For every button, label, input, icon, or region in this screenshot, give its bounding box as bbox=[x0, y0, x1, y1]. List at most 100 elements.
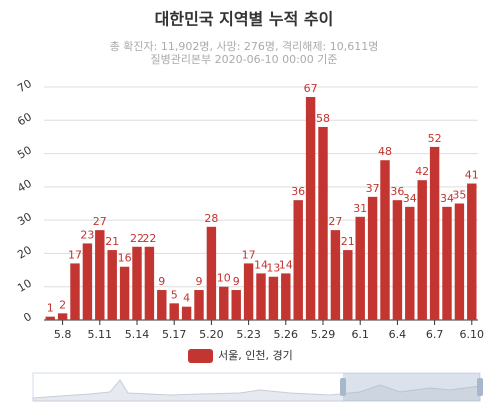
x-tick-label: 5.20 bbox=[199, 328, 224, 341]
x-tick-label: 5.8 bbox=[54, 328, 72, 341]
bar bbox=[318, 126, 328, 320]
x-tick-label: 5.26 bbox=[274, 328, 299, 341]
bar bbox=[330, 230, 341, 320]
bar bbox=[429, 146, 440, 320]
bar bbox=[107, 250, 117, 320]
bar bbox=[305, 96, 316, 320]
bar bbox=[95, 230, 105, 320]
bar bbox=[293, 200, 303, 320]
value-label: 9 bbox=[158, 275, 165, 288]
y-tick-label: 0 bbox=[21, 310, 34, 325]
value-label: 13 bbox=[266, 262, 280, 275]
zoom-handle[interactable] bbox=[340, 378, 346, 396]
value-label: 42 bbox=[415, 165, 429, 178]
bar bbox=[380, 160, 390, 320]
bar bbox=[231, 290, 241, 320]
bar bbox=[119, 266, 130, 320]
value-label: 31 bbox=[353, 202, 367, 215]
x-tick-label: 5.23 bbox=[236, 328, 261, 341]
y-tick-label: 40 bbox=[15, 177, 34, 195]
value-label: 34 bbox=[440, 192, 454, 205]
chart-subtitle: 총 확진자: 11,902명, 사망: 276명, 격리해제: 10,611명 bbox=[110, 39, 379, 53]
value-label: 17 bbox=[242, 248, 256, 261]
value-label: 27 bbox=[328, 215, 342, 228]
value-label: 14 bbox=[254, 258, 268, 271]
y-tick-label: 50 bbox=[15, 144, 34, 162]
x-tick-label: 5.29 bbox=[311, 328, 336, 341]
value-label: 48 bbox=[378, 145, 392, 158]
bar bbox=[157, 290, 167, 320]
value-label: 36 bbox=[291, 185, 305, 198]
y-tick-label: 20 bbox=[15, 243, 34, 261]
value-label: 41 bbox=[465, 169, 479, 182]
legend-label: 서울, 인천, 경기 bbox=[218, 348, 293, 362]
bar bbox=[392, 200, 403, 320]
bar bbox=[355, 216, 365, 320]
x-tick-label: 5.11 bbox=[88, 328, 113, 341]
chart-subtitle: 질병관리본부 2020-06-10 00:00 기준 bbox=[150, 53, 337, 66]
bar bbox=[256, 273, 266, 320]
bar bbox=[405, 206, 415, 320]
value-label: 37 bbox=[366, 182, 380, 195]
x-tick-label: 6.10 bbox=[460, 328, 485, 341]
value-label: 10 bbox=[217, 272, 231, 285]
y-tick-label: 60 bbox=[15, 110, 34, 128]
zoom-preview bbox=[32, 379, 481, 402]
value-label: 52 bbox=[428, 132, 442, 145]
bar bbox=[281, 273, 291, 320]
value-label: 35 bbox=[452, 189, 466, 202]
data-zoom[interactable] bbox=[32, 372, 483, 402]
x-tick-label: 6.1 bbox=[351, 328, 369, 341]
bar bbox=[57, 313, 68, 320]
value-label: 34 bbox=[403, 192, 417, 205]
legend-swatch bbox=[188, 349, 213, 363]
chart-title: 대한민국 지역별 누적 추이 bbox=[155, 10, 334, 29]
value-label: 23 bbox=[80, 228, 94, 241]
value-label: 67 bbox=[304, 82, 318, 95]
bar bbox=[132, 246, 142, 320]
bar bbox=[268, 276, 279, 320]
bar bbox=[70, 263, 80, 320]
bar bbox=[467, 183, 477, 320]
value-label: 17 bbox=[68, 248, 82, 261]
bar bbox=[206, 226, 217, 320]
bar bbox=[343, 250, 353, 320]
value-label: 27 bbox=[93, 215, 107, 228]
bar bbox=[367, 196, 378, 320]
y-tick-label: 30 bbox=[15, 210, 34, 228]
y-tick-label: 10 bbox=[15, 277, 34, 295]
value-label: 58 bbox=[316, 112, 330, 125]
value-label: 22 bbox=[142, 232, 156, 245]
value-label: 21 bbox=[341, 235, 355, 248]
bar bbox=[194, 290, 204, 320]
bar bbox=[144, 246, 155, 320]
value-label: 21 bbox=[105, 235, 119, 248]
value-label: 2 bbox=[59, 298, 66, 311]
value-label: 22 bbox=[130, 232, 144, 245]
bar bbox=[45, 316, 55, 320]
zoom-selection[interactable] bbox=[343, 373, 480, 401]
bar bbox=[219, 286, 229, 320]
x-tick-label: 6.7 bbox=[426, 328, 444, 341]
y-tick-label: 70 bbox=[15, 77, 34, 95]
value-label: 5 bbox=[171, 288, 178, 301]
x-tick-label: 6.4 bbox=[389, 328, 407, 341]
value-label: 9 bbox=[233, 275, 240, 288]
value-label: 9 bbox=[196, 275, 203, 288]
x-tick-label: 5.14 bbox=[125, 328, 150, 341]
value-label: 1 bbox=[47, 302, 54, 315]
bar bbox=[454, 203, 465, 320]
value-label: 16 bbox=[118, 252, 132, 265]
bar bbox=[442, 206, 452, 320]
value-label: 14 bbox=[279, 258, 293, 271]
value-label: 36 bbox=[390, 185, 404, 198]
x-tick-label: 5.17 bbox=[162, 328, 187, 341]
bar bbox=[181, 306, 192, 320]
zoom-handle[interactable] bbox=[477, 378, 483, 396]
bar bbox=[169, 303, 179, 320]
bar bbox=[82, 243, 93, 320]
bar bbox=[243, 263, 254, 320]
value-label: 4 bbox=[183, 292, 190, 305]
value-label: 28 bbox=[204, 212, 218, 225]
